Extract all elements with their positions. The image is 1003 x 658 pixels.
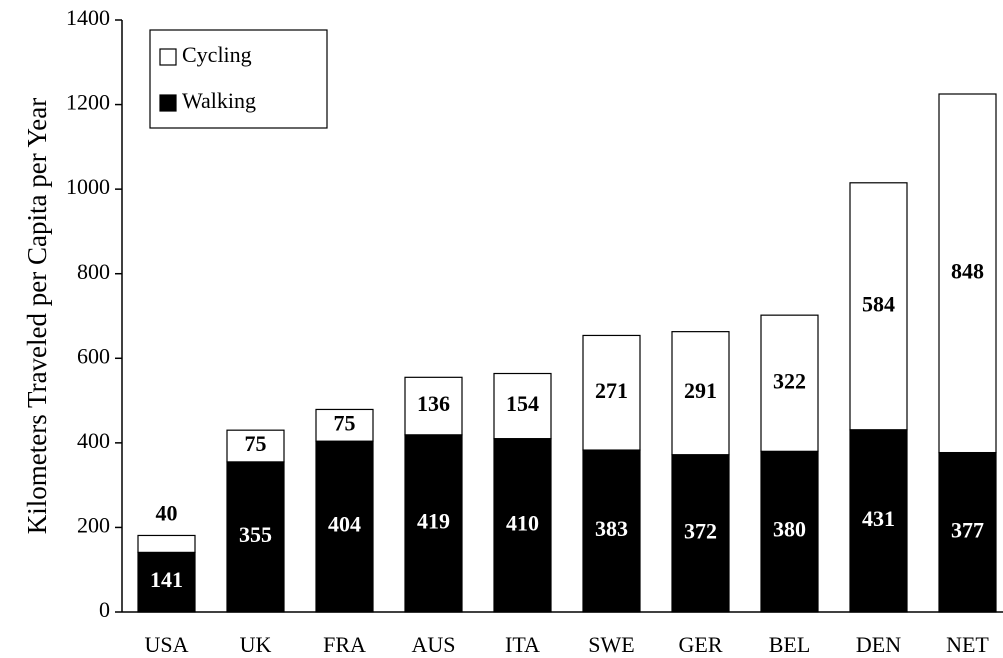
value-label: 848 [951,258,984,283]
value-label: 355 [239,522,272,547]
x-tick-label: FRA [323,632,366,657]
value-label: 271 [595,378,628,403]
bar-segment [582,449,641,613]
bar-segment [582,334,641,451]
y-tick-label: 200 [77,512,110,537]
bar-segment [226,461,285,613]
bar-segment [404,434,463,613]
bar-segment [137,534,196,553]
value-label: 322 [773,368,806,393]
bar-segment [315,440,374,613]
value-label: 75 [245,431,267,456]
value-label: 419 [417,508,450,533]
x-tick-label: AUS [411,632,455,657]
value-label: 404 [328,512,361,537]
value-label: 377 [951,517,984,542]
bar-segment [671,454,730,613]
y-tick-label: 0 [99,597,110,622]
y-tick-label: 400 [77,428,110,453]
bar-segment [226,429,285,463]
value-label: 291 [684,378,717,403]
x-tick-label: ITA [505,632,540,657]
bar-segment [493,372,552,440]
y-tick-label: 1200 [66,90,110,115]
value-label: 136 [417,391,450,416]
bar-segment [760,314,819,452]
value-label: 75 [334,410,356,435]
value-label: 383 [595,516,628,541]
x-tick-label: SWE [588,632,634,657]
bar-segment [315,408,374,442]
legend-swatch [159,94,177,112]
bar-segment [404,376,463,436]
y-tick-label: 1000 [66,174,110,199]
x-tick-label: BEL [769,632,811,657]
legend [149,29,328,129]
bar-segment [849,429,908,613]
legend-label: Walking [182,88,256,113]
bar-segment [493,438,552,613]
x-tick-label: USA [144,632,188,657]
legend-label: Cycling [182,42,252,67]
value-label: 154 [506,391,539,416]
value-label: 431 [862,506,895,531]
y-tick-label: 1400 [66,5,110,30]
value-label: 40 [156,501,178,526]
value-label: 380 [773,517,806,542]
bar-segment [671,331,730,456]
x-tick-label: UK [240,632,272,657]
x-tick-label: NET [946,632,989,657]
y-tick-label: 600 [77,343,110,368]
y-tick-label: 800 [77,259,110,284]
value-label: 372 [684,518,717,543]
value-label: 141 [150,567,183,592]
y-axis-label: Kilometers Traveled per Capita per Year [22,98,52,534]
bar-segment [938,93,997,454]
legend-swatch [159,48,177,66]
bar-segment [849,182,908,431]
x-tick-label: DEN [856,632,901,657]
x-tick-label: GER [679,632,723,657]
value-label: 584 [862,291,895,316]
bar-segment [137,551,196,613]
value-label: 410 [506,510,539,535]
